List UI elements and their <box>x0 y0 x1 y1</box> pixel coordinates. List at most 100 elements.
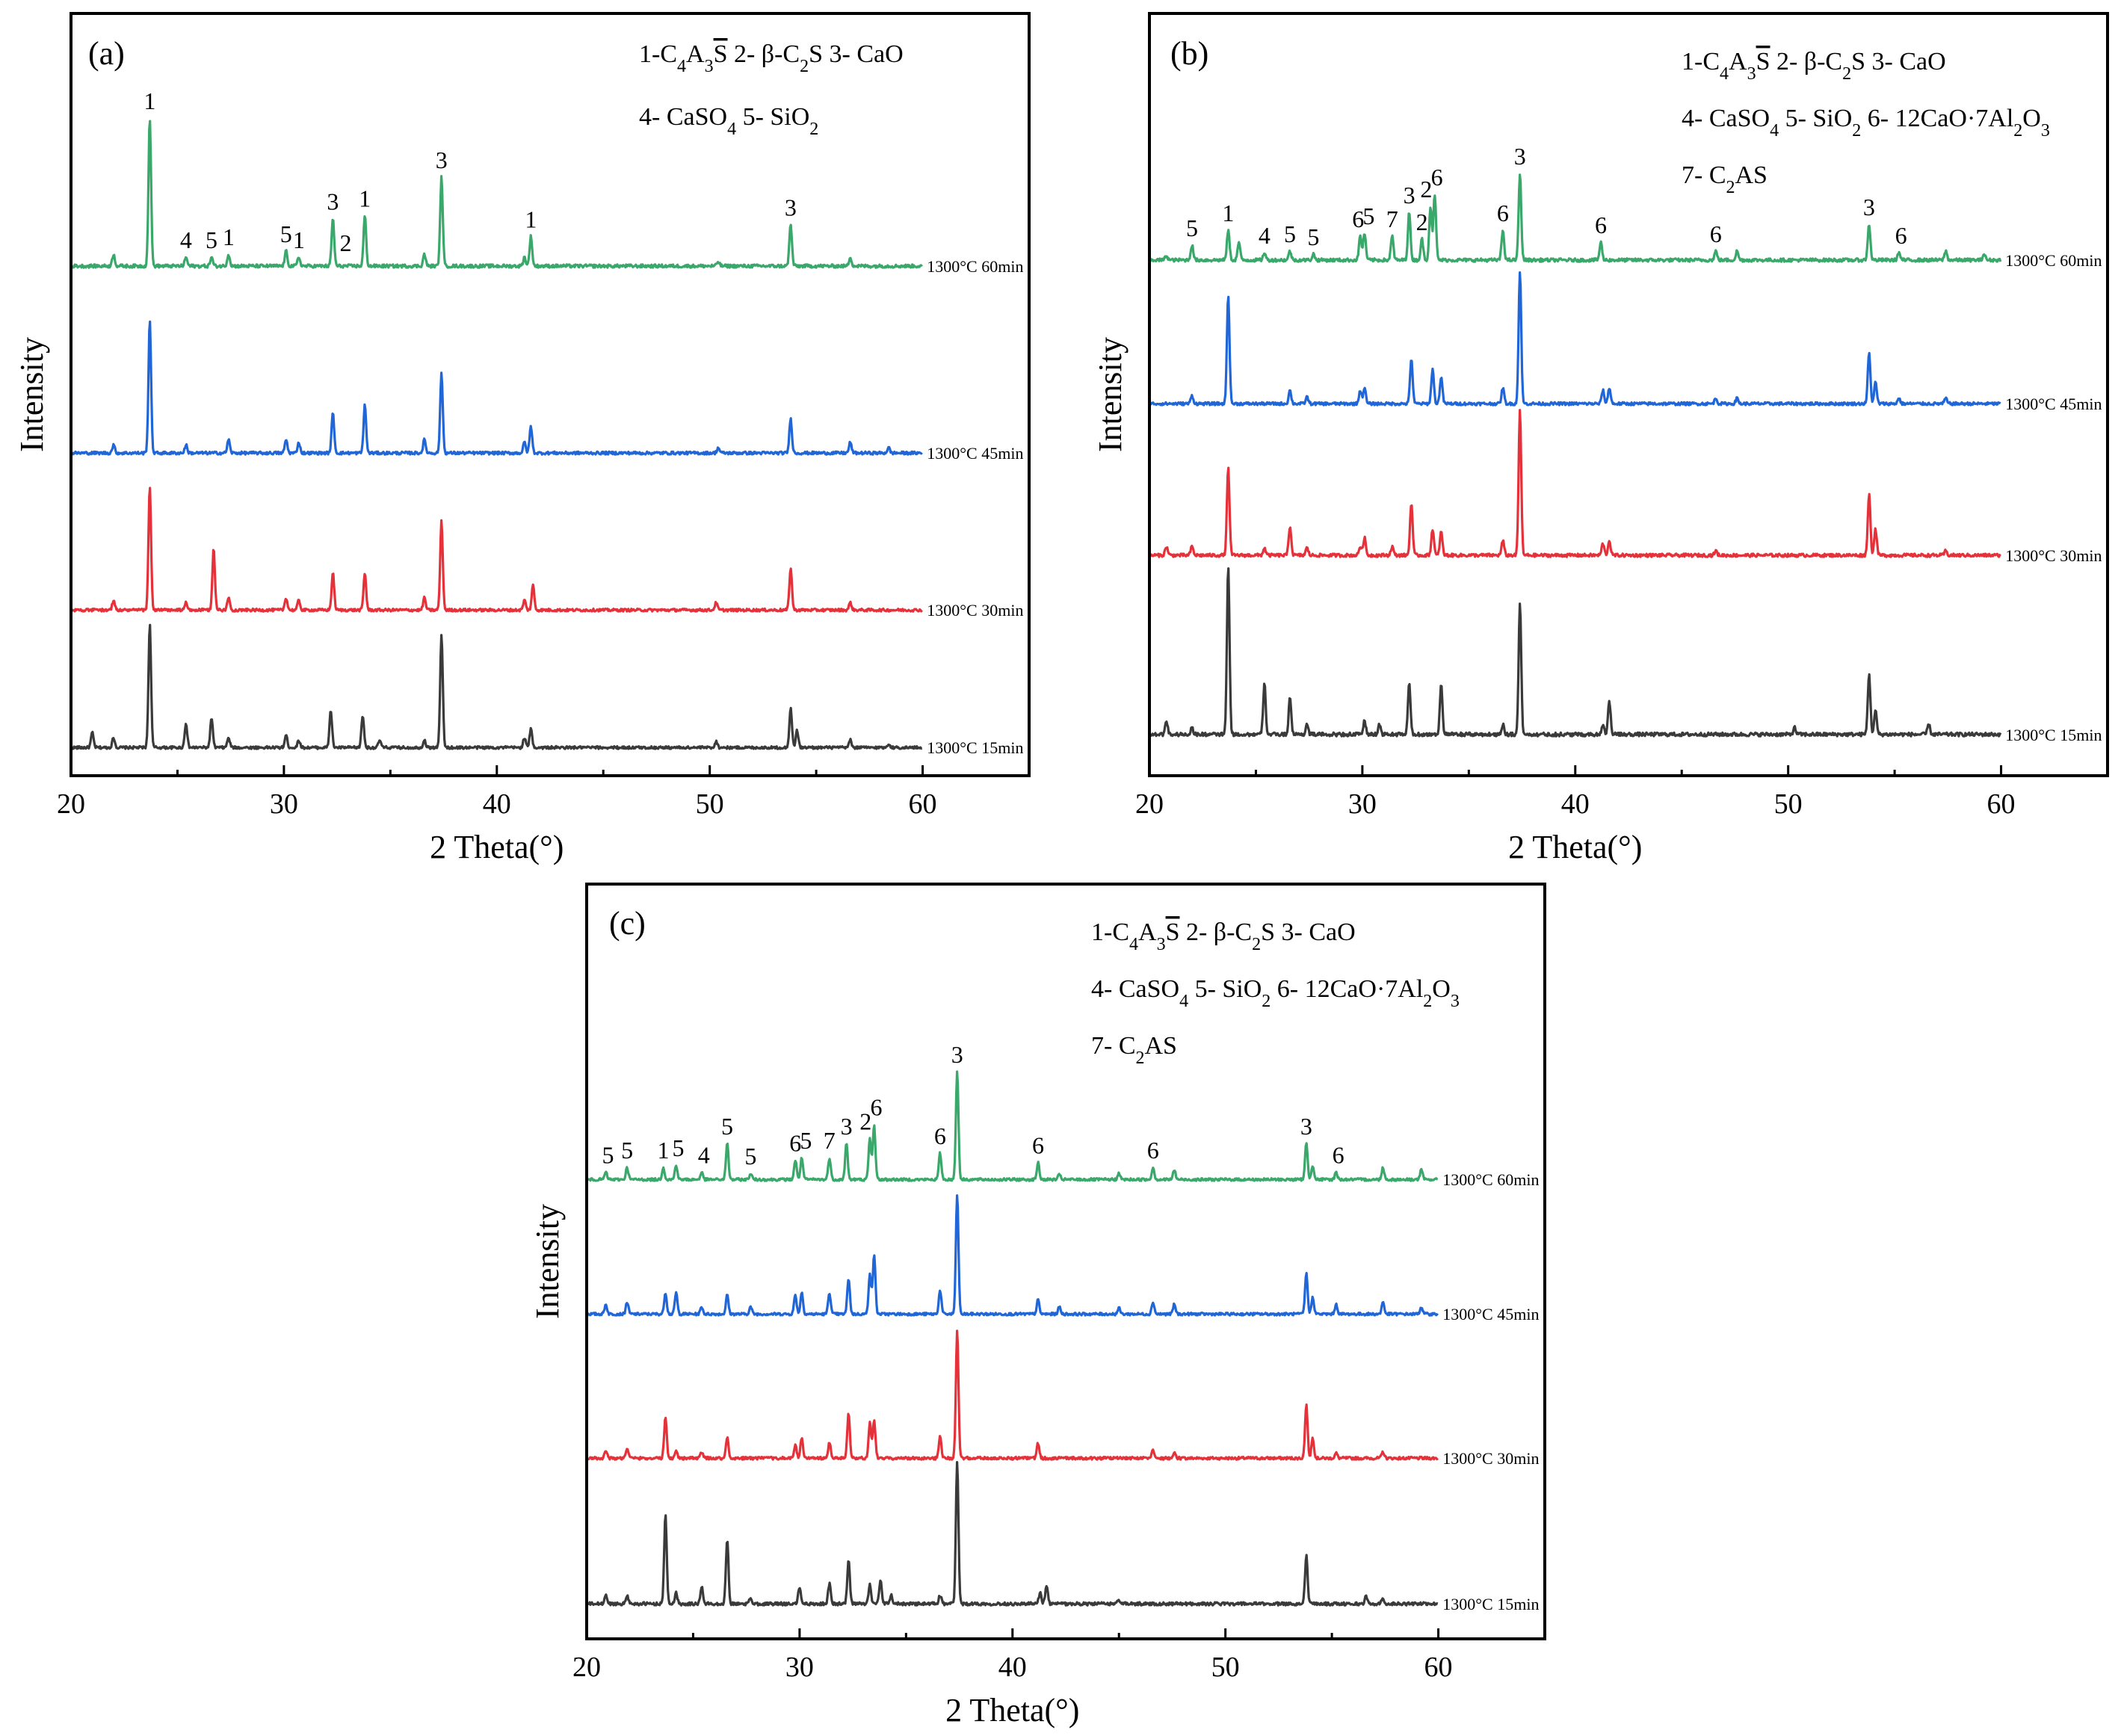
curve-label-30min: 1300°C 30min <box>927 601 1023 620</box>
trace-a-15min <box>70 623 923 750</box>
panel-b: 1300°C 15min 1300°C 30min 1300°C 45min 1300… <box>1092 12 2109 865</box>
legend-line: 4- CaSO4 5- SiO2 <box>639 103 818 139</box>
peak-label: 2 <box>859 1108 871 1135</box>
x-tick-label: 60 <box>1424 1652 1453 1683</box>
peak-label: 5 <box>721 1113 733 1140</box>
panel-c: 1300°C 15min 1300°C 30min 1300°C 45min 1300… <box>529 883 1546 1729</box>
curve-label-60min: 1300°C 60min <box>2005 251 2102 270</box>
legend-line: 1-C4A3S 2- β-C2S 3- CaO <box>639 40 904 76</box>
peak-label: 5 <box>744 1143 756 1170</box>
trace-c-60min <box>586 1070 1439 1182</box>
curve-label-45min: 1300°C 45min <box>2005 395 2102 413</box>
legend-line: 4- CaSO4 5- SiO2 6- 12CaO·7Al2O3 <box>1091 975 1460 1011</box>
peak-label: 6 <box>1895 222 1907 249</box>
curve-label-15min: 1300°C 15min <box>927 738 1023 757</box>
peak-label: 3 <box>327 188 339 215</box>
legend-line: 7- C2AS <box>1682 161 1768 197</box>
peak-label: 5 <box>1307 223 1319 250</box>
x-tick-label: 60 <box>909 788 937 820</box>
peak-label: 3 <box>1863 194 1875 220</box>
peak-label: 3 <box>841 1113 853 1140</box>
peak-label: 1 <box>143 87 155 114</box>
x-axis-title: 2 Theta(°) <box>945 1692 1079 1729</box>
x-tick-label: 20 <box>1135 788 1164 820</box>
peak-label: 1 <box>1222 200 1234 226</box>
curve-label-45min: 1300°C 45min <box>927 444 1023 463</box>
peak-label: 6 <box>1352 206 1364 232</box>
peak-label: 3 <box>1404 182 1415 208</box>
peak-label: 6 <box>1497 200 1509 226</box>
x-tick-label: 30 <box>785 1652 814 1683</box>
x-tick-label: 50 <box>1211 1652 1240 1683</box>
peak-label: 3 <box>951 1041 963 1068</box>
peak-label: 1 <box>359 185 371 212</box>
trace-c-45min <box>586 1194 1439 1317</box>
peak-label: 4 <box>698 1141 710 1168</box>
panel-label: (c) <box>609 905 646 942</box>
trace-b-60min <box>1148 173 2002 263</box>
x-tick-label: 30 <box>1348 788 1377 820</box>
peak-label: 6 <box>1431 164 1443 191</box>
peak-label: 3 <box>1514 143 1526 170</box>
legend-line: 1-C4A3S 2- β-C2S 3- CaO <box>1682 48 1946 84</box>
peak-label: 5 <box>621 1137 633 1164</box>
peak-label: 2 <box>1416 208 1428 235</box>
trace-a-30min <box>70 486 923 613</box>
peak-label: 5 <box>1362 203 1374 229</box>
trace-b-30min <box>1148 409 2001 558</box>
peak-label: 6 <box>1710 220 1722 247</box>
x-axis-title: 2 Theta(°) <box>1508 829 1642 865</box>
curve-label-15min: 1300°C 15min <box>1442 1595 1539 1613</box>
peak-label: 6 <box>1333 1141 1344 1168</box>
y-axis-title: Intensity <box>1092 337 1129 452</box>
panel-a: 1300°C 15min 1300°C 30min 1300°C 45min 1300… <box>13 12 1031 865</box>
peak-label: 6 <box>789 1129 801 1156</box>
trace-a-45min <box>70 320 923 456</box>
legend-line: 1-C4A3S 2- β-C2S 3- CaO <box>1091 918 1356 954</box>
x-tick-label: 20 <box>57 788 85 820</box>
y-axis-title: Intensity <box>529 1204 566 1319</box>
curve-label-30min: 1300°C 30min <box>1442 1449 1539 1468</box>
peak-label: 4 <box>180 226 192 253</box>
peak-label: 5 <box>1284 220 1296 247</box>
trace-c-15min <box>586 1461 1439 1607</box>
plot-frame <box>1148 12 2109 777</box>
x-tick-label: 60 <box>1987 788 2016 820</box>
peak-label: 6 <box>934 1122 946 1149</box>
peak-label: 3 <box>785 194 797 221</box>
x-axis-title: 2 Theta(°) <box>430 829 564 865</box>
peak-label: 5 <box>602 1141 614 1168</box>
trace-b-15min <box>1148 567 2002 738</box>
legend-line: 7- C2AS <box>1091 1032 1177 1068</box>
x-tick-label: 40 <box>483 788 511 820</box>
peak-label: 6 <box>870 1093 882 1120</box>
peak-label: 6 <box>1147 1137 1159 1164</box>
peak-label: 6 <box>1032 1132 1044 1159</box>
curve-label-30min: 1300°C 30min <box>2005 546 2102 565</box>
peak-label: 3 <box>1300 1113 1312 1140</box>
curve-label-45min: 1300°C 45min <box>1442 1305 1539 1323</box>
trace-c-30min <box>586 1329 1439 1461</box>
peak-label: 5 <box>280 220 292 247</box>
peak-label: 2 <box>340 229 352 256</box>
peak-label: 5 <box>673 1134 685 1161</box>
peak-label: 1 <box>525 206 537 232</box>
peak-label: 7 <box>824 1127 836 1154</box>
curve-label-15min: 1300°C 15min <box>2005 726 2102 744</box>
curve-label-60min: 1300°C 60min <box>927 257 1023 276</box>
peak-label: 2 <box>1420 176 1432 203</box>
peak-label: 6 <box>1595 211 1607 238</box>
peak-label: 1 <box>658 1137 670 1164</box>
x-tick-label: 40 <box>998 1652 1027 1683</box>
trace-b-45min <box>1149 271 2001 407</box>
peak-label: 7 <box>1386 206 1398 232</box>
peak-label: 5 <box>800 1127 812 1154</box>
peak-label: 1 <box>223 223 235 250</box>
peak-label: 5 <box>1186 214 1198 241</box>
curve-label-60min: 1300°C 60min <box>1442 1170 1539 1189</box>
x-tick-label: 40 <box>1561 788 1590 820</box>
panel-label: (b) <box>1170 35 1208 72</box>
peak-label: 4 <box>1259 222 1271 249</box>
plot-frame <box>70 12 1031 777</box>
x-tick-label: 50 <box>696 788 724 820</box>
